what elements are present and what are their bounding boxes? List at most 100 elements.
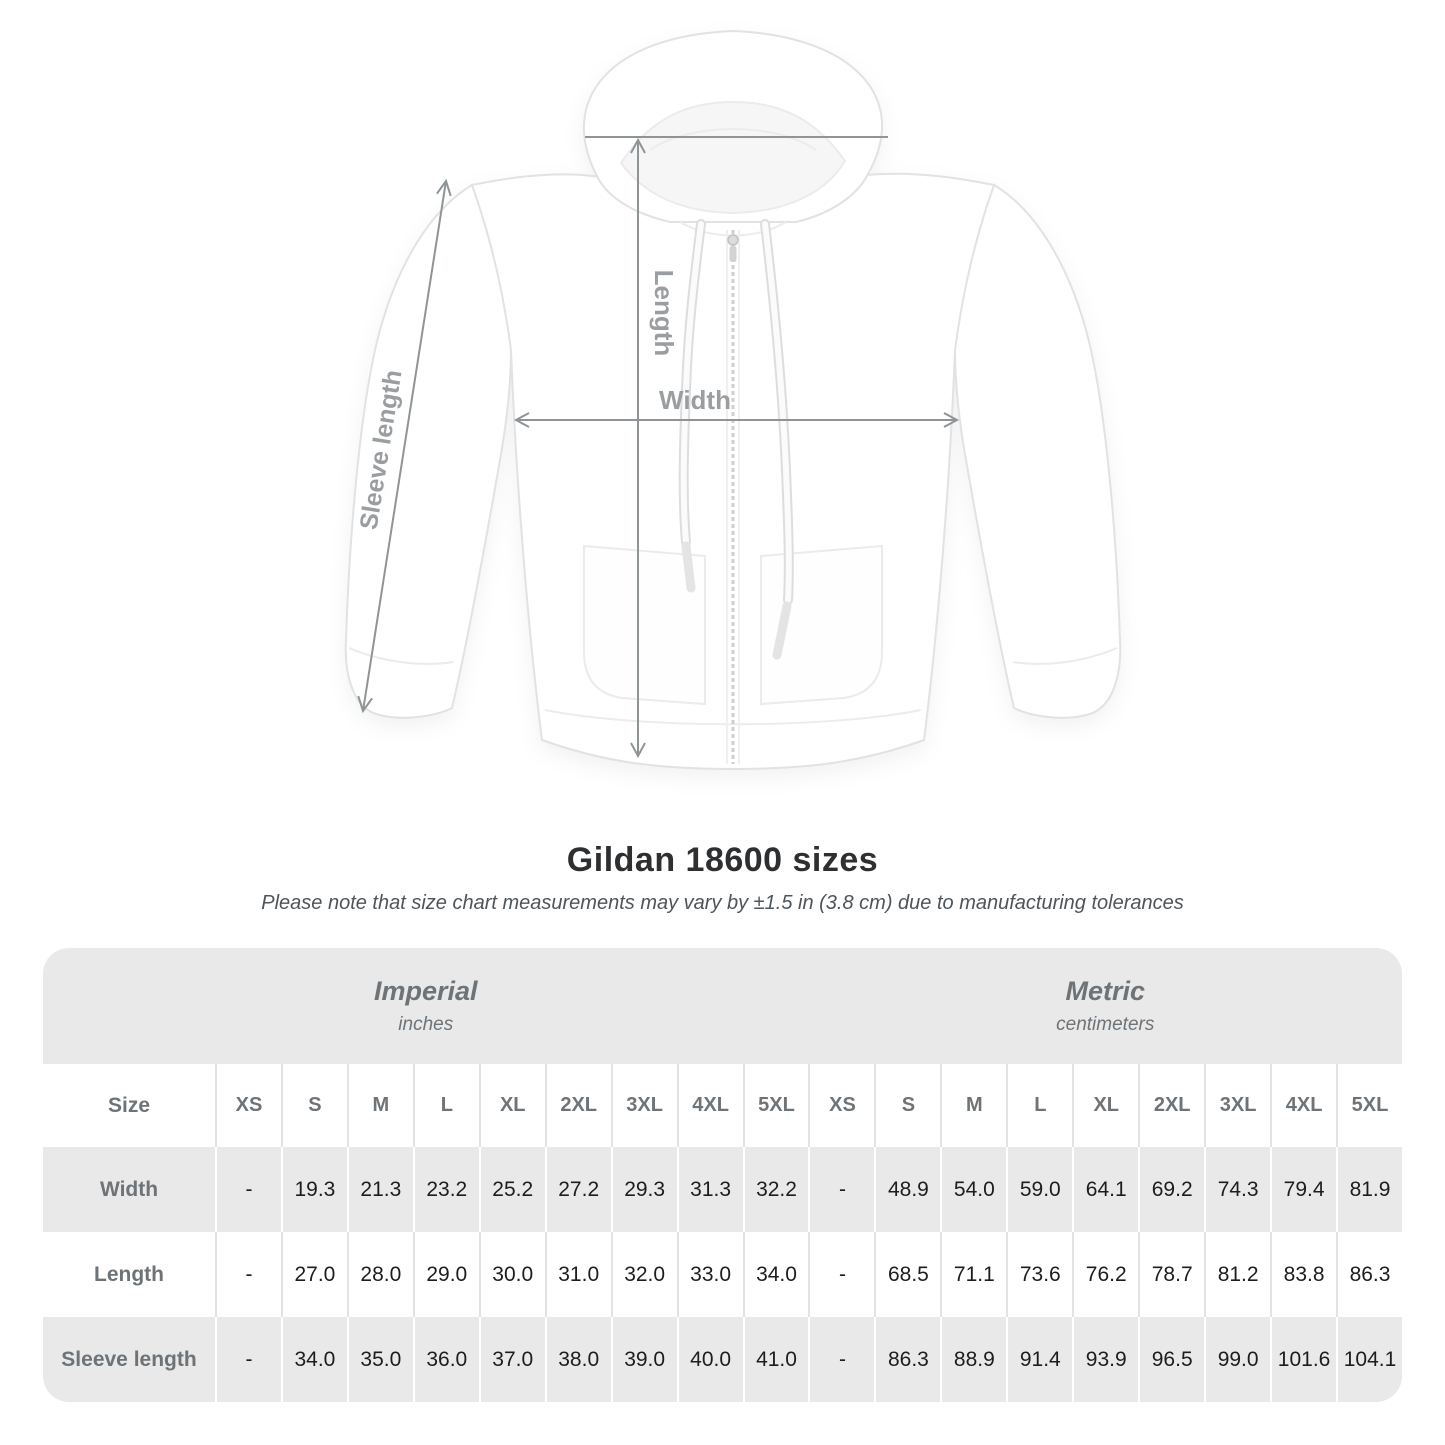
value-cell: 54.0 [940,1147,1006,1232]
value-cell: - [808,1317,874,1402]
column-header: XL [1072,1064,1138,1147]
value-cell: 31.3 [676,1147,743,1232]
value-cell: 69.2 [1138,1147,1204,1232]
value-cell: 101.6 [1270,1317,1336,1402]
unit-group-name: Imperial [373,976,478,1006]
table-row: Sleeve length -34.0 35.0 36.0 37.0 38.0 39.0 40… [43,1317,1402,1402]
table-row: Size XS S M L XL 2XL 3XL 4XL 5XL XS S M L XL 2XL 3XL 4XL 5… [43,1064,1402,1147]
table-row: Width -19.3 21.3 23.2 25.2 27.2 29.3 31.3 32.2-4… [43,1147,1402,1232]
value-cell: 81.2 [1204,1232,1270,1317]
hoodie-size-diagram: Length Width Sleeve length [344,29,1122,771]
title-block: Gildan 18600 sizes Please note that size… [0,841,1445,915]
value-cell: 25.2 [478,1147,545,1232]
right-drawstring [760,219,794,660]
value-cell: 86.3 [874,1317,940,1402]
value-cell: 93.9 [1072,1317,1138,1402]
zipper [726,230,740,764]
left-pocket [583,544,706,706]
value-cell: 33.0 [676,1232,743,1317]
length-arrow [630,137,646,759]
column-header: 3XL [1204,1064,1270,1147]
value-cell: 81.9 [1336,1147,1402,1232]
value-cell: 104.1 [1336,1317,1402,1402]
value-cell: 35.0 [346,1317,413,1402]
unit-group-unit: centimeters [1056,1014,1155,1035]
value-cell: 99.0 [1204,1317,1270,1402]
column-header: S [280,1064,347,1147]
left-drawstring [678,219,706,593]
width-label: Width [659,385,731,415]
value-cell: 88.9 [940,1317,1006,1402]
unit-group-metric: Metric centimeters [809,948,1403,1064]
value-cell: 27.2 [544,1147,611,1232]
zipper-pull [727,234,739,246]
chart-subtitle: Please note that size chart measurements… [261,892,1184,914]
value-cell: 32.0 [610,1232,677,1317]
right-aglet [772,601,792,660]
value-cell: 79.4 [1270,1147,1336,1232]
value-cell: 31.0 [544,1232,611,1317]
value-cell: 21.3 [346,1147,413,1232]
value-cell: 73.6 [1006,1232,1072,1317]
value-cell: - [215,1147,281,1232]
value-cell: 68.5 [874,1232,940,1317]
right-cuff-seam [1012,647,1118,665]
value-cell: 40.0 [676,1317,743,1402]
hoodie-right-sleeve [953,183,1122,719]
column-header: M [346,1064,413,1147]
column-header: L [1006,1064,1072,1147]
value-cell: 28.0 [346,1232,413,1317]
hem-seam [544,709,922,726]
value-cell: 83.8 [1270,1232,1336,1317]
unit-group-name: Metric [1065,976,1146,1006]
size-table: Imperial inches Metric centimeters Size X… [43,948,1402,1402]
value-cell: 30.0 [478,1232,545,1317]
value-cell: 19.3 [280,1147,347,1232]
unit-group-unit: inches [398,1014,454,1035]
row-label: Length [94,1262,164,1286]
value-cell: 34.0 [742,1232,809,1317]
value-cell: 23.2 [412,1147,479,1232]
value-cell: 59.0 [1006,1147,1072,1232]
value-cell: 41.0 [742,1317,809,1402]
left-aglet [681,541,696,593]
value-cell: 76.2 [1072,1232,1138,1317]
sleeve-length-arrow [357,178,452,714]
column-header: 5XL [1336,1064,1402,1147]
value-cell: 34.0 [280,1317,347,1402]
value-cell: 29.3 [610,1147,677,1232]
chart-title: Gildan 18600 sizes [566,841,879,879]
column-header: 4XL [1270,1064,1336,1147]
value-cell: 78.7 [1138,1232,1204,1317]
value-cell: - [808,1147,874,1232]
column-header: 2XL [1138,1064,1204,1147]
hoodie-illustration [344,29,1122,771]
row-label: Sleeve length [61,1347,197,1371]
value-cell: 32.2 [742,1147,809,1232]
value-cell: 74.3 [1204,1147,1270,1232]
column-header: 2XL [544,1064,611,1147]
row-label: Width [99,1177,159,1201]
size-table-body: Size XS S M L XL 2XL 3XL 4XL 5XL XS S M L XL 2XL 3XL 4XL 5… [43,1064,1402,1402]
left-cuff-seam [348,647,454,665]
hood-lining [619,100,847,215]
value-cell: 96.5 [1138,1317,1204,1402]
unit-group-imperial: Imperial inches [43,948,809,1064]
value-cell: 29.0 [412,1232,479,1317]
value-cell: 39.0 [610,1317,677,1402]
column-header: 3XL [610,1064,677,1147]
column-header: 4XL [676,1064,743,1147]
length-label: Length [649,270,679,357]
column-header: L [412,1064,479,1147]
value-cell: 48.9 [874,1147,940,1232]
row-label: Size [107,1093,151,1117]
column-header: M [940,1064,1006,1147]
value-cell: 71.1 [940,1232,1006,1317]
column-header: S [874,1064,940,1147]
column-header: 5XL [742,1064,809,1147]
column-header: XS [808,1064,874,1147]
value-cell: - [215,1317,281,1402]
value-cell: 64.1 [1072,1147,1138,1232]
table-row: Length -27.0 28.0 29.0 30.0 31.0 32.0 33.0 34.0-… [43,1232,1402,1317]
